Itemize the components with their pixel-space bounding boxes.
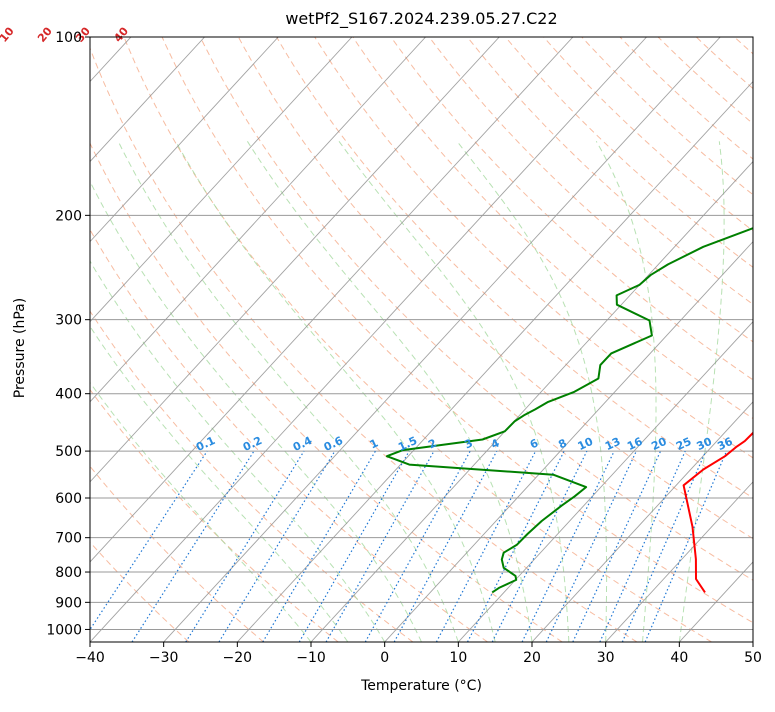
x-tick-label: −20 xyxy=(223,650,253,666)
dry-adiabat xyxy=(658,37,775,642)
x-axis-ticks: −40 −30 −20 −10 0 10 20 30 40 50 xyxy=(75,642,762,666)
moist-adiabat xyxy=(176,141,496,642)
y-axis-label: Pressure (hPa) xyxy=(12,248,28,448)
dry-adiabat xyxy=(696,37,775,642)
mixing-ratio-line xyxy=(394,451,497,642)
dry-adiabat xyxy=(0,37,264,642)
dry-adiabat xyxy=(0,37,189,642)
dry-adiabat-label: 10 xyxy=(0,24,17,44)
mixing-ratio-line xyxy=(492,451,587,642)
mixing-ratio-line xyxy=(263,451,376,642)
moist-adiabat xyxy=(0,141,348,642)
isotherm xyxy=(0,37,499,642)
moist-adiabat xyxy=(679,141,724,642)
dry-adiabat xyxy=(734,37,775,642)
mixing-ratio-line xyxy=(645,451,726,642)
mixing-ratio-label: 4 xyxy=(489,436,502,451)
mixing-ratio-label: 25 xyxy=(674,435,693,453)
line-labels: 0.10.20.40.611.52346810131620253036-100-… xyxy=(0,20,735,454)
y-tick-label: 1000 xyxy=(46,622,82,638)
y-axis-ticks: 100 200 300 400 500 600 700 800 900 1000 xyxy=(46,30,90,638)
isotherm xyxy=(0,37,278,642)
mixing-ratio-label: 20 xyxy=(649,435,669,453)
x-tick-label: 50 xyxy=(744,650,762,666)
moist-adiabat xyxy=(0,141,311,642)
mixing-ratio-label: 3 xyxy=(462,436,474,451)
y-tick-label: 900 xyxy=(55,595,82,611)
dry-adiabat xyxy=(315,37,775,642)
mixing-ratio-line xyxy=(546,451,636,642)
isotherm xyxy=(164,37,721,642)
mixing-ratio-label: 13 xyxy=(603,435,622,453)
mixing-ratio-label: 30 xyxy=(695,435,715,453)
x-tick-label: −40 xyxy=(75,650,105,666)
x-tick-label: 30 xyxy=(597,650,615,666)
dry-adiabat-label: 20 xyxy=(35,24,55,44)
moist-adiabat xyxy=(457,141,606,642)
mixing-ratio-line xyxy=(186,451,304,642)
mixing-ratio-label: 10 xyxy=(576,435,596,453)
dry-adiabat xyxy=(429,37,775,642)
mixing-ratio-line xyxy=(600,451,685,642)
dry-adiabat xyxy=(544,37,775,642)
isotherm xyxy=(0,37,426,642)
mixing-ratio-line xyxy=(299,451,409,642)
x-tick-label: 40 xyxy=(670,650,688,666)
isotherm xyxy=(0,37,352,642)
mixing-ratio-label: 16 xyxy=(625,435,645,453)
background-lines xyxy=(0,37,775,642)
mixing-ratio-line xyxy=(365,451,470,642)
x-tick-label: −30 xyxy=(149,650,179,666)
moist-adiabat xyxy=(596,141,656,642)
mixing-ratio-line xyxy=(573,451,661,642)
y-tick-label: 600 xyxy=(55,491,82,507)
isotherm xyxy=(0,37,57,642)
y-tick-label: 400 xyxy=(55,387,82,403)
moist-adiabat xyxy=(247,141,532,642)
x-tick-label: 20 xyxy=(523,650,541,666)
x-tick-label: 10 xyxy=(449,650,467,666)
y-tick-label: 800 xyxy=(55,565,82,581)
x-tick-label: −10 xyxy=(296,650,326,666)
dry-adiabat xyxy=(506,37,775,642)
y-tick-label: 300 xyxy=(55,313,82,329)
dry-adiabat xyxy=(86,37,637,642)
dry-adiabat xyxy=(467,37,775,642)
moist-adiabat xyxy=(31,141,384,642)
dry-adiabat xyxy=(0,37,338,642)
mixing-ratio-label: 2 xyxy=(426,436,438,451)
isotherm xyxy=(679,37,775,642)
x-tick-label: 0 xyxy=(380,650,389,666)
chart-title: wetPf2_S167.2024.239.05.27.C22 xyxy=(90,9,753,28)
y-tick-label: 200 xyxy=(55,208,82,224)
isotherm xyxy=(753,37,775,642)
dry-adiabat xyxy=(124,37,712,642)
y-tick-label: 700 xyxy=(55,531,82,547)
y-tick-label: 500 xyxy=(55,444,82,460)
dry-adiabat xyxy=(582,37,775,642)
x-axis-label: Temperature (°C) xyxy=(90,678,753,694)
isotherm xyxy=(16,37,573,642)
y-tick-label: 100 xyxy=(55,30,82,46)
